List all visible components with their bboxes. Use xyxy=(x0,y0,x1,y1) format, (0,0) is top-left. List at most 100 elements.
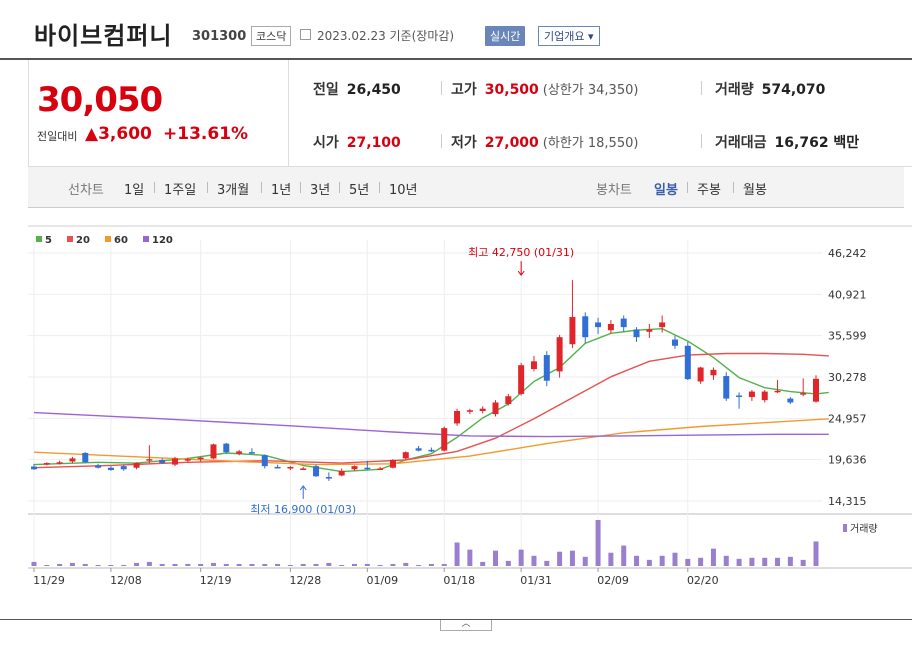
candle-body xyxy=(133,463,140,468)
realtime-button[interactable]: 실시간 xyxy=(485,26,526,46)
candle-weekly[interactable]: 주봉 xyxy=(697,183,721,198)
volume-bar xyxy=(505,560,511,566)
volume-bar xyxy=(351,563,357,566)
collapse-toggle[interactable]: ︿ xyxy=(440,620,492,631)
period-3y[interactable]: 3년 xyxy=(310,183,331,198)
volume-bar xyxy=(723,555,729,566)
high-arrowhead xyxy=(517,270,525,276)
stat-label: 전일 xyxy=(313,82,339,98)
candle-body xyxy=(530,361,537,370)
period-3m[interactable]: 3개월 xyxy=(217,183,250,198)
market-badge: 코스닥 xyxy=(251,26,292,46)
stock-header: 바이브컴퍼니 301300 코스닥 2023.02.23 기준(장마감) 실시간… xyxy=(0,0,912,60)
stat-value: 574,070 xyxy=(761,82,826,98)
divider xyxy=(701,134,702,148)
candle-body xyxy=(569,317,576,345)
volume-bar xyxy=(441,563,447,566)
period-5y[interactable]: 5년 xyxy=(349,183,370,198)
volume-bar xyxy=(339,564,345,566)
candle-body xyxy=(351,466,358,470)
low-arrowhead xyxy=(299,485,307,491)
volume-legend-swatch xyxy=(843,524,847,532)
candle-body xyxy=(287,466,294,469)
candle-body xyxy=(31,466,37,470)
upper-limit: (상한가 34,350) xyxy=(542,83,639,98)
candle-body xyxy=(377,468,384,470)
volume-bar xyxy=(608,552,614,566)
x-tick-label: 02/20 xyxy=(687,574,719,587)
volume-bar xyxy=(326,562,332,566)
candle-body xyxy=(684,345,691,380)
calendar-icon xyxy=(300,29,311,40)
line-chart-label: 선차트 xyxy=(68,183,104,198)
legend-label: 5 xyxy=(45,235,52,246)
candle-monthly[interactable]: 월봉 xyxy=(743,183,767,198)
stat-value: 16,762 백만 xyxy=(774,135,860,151)
divider xyxy=(733,182,734,193)
chart-annotations: 최고 42,750 (01/31) 최저 16,900 (01/03) xyxy=(250,246,574,516)
candle-body xyxy=(607,324,614,331)
candle-body xyxy=(415,448,422,451)
candle-body xyxy=(223,443,230,453)
candle-body xyxy=(300,468,307,470)
period-1d[interactable]: 1일 xyxy=(124,183,145,198)
volume-bars: 거래량 xyxy=(31,520,878,566)
candle-body xyxy=(261,455,268,467)
stat-value: 26,450 xyxy=(346,82,401,98)
divider xyxy=(441,134,442,148)
candles xyxy=(31,280,819,481)
company-info-button[interactable]: 기업개요 ▾ xyxy=(538,26,600,46)
candle-body xyxy=(556,337,563,372)
stat-label: 고가 xyxy=(451,82,477,98)
stat-low: 저가 27,000 (하한가 18,550) xyxy=(451,132,638,152)
candle-body xyxy=(620,318,627,328)
y-tick-label: 35,599 xyxy=(828,330,867,343)
volume-bar xyxy=(569,550,575,566)
divider xyxy=(300,182,301,193)
volume-bar xyxy=(236,563,242,566)
stat-value: 27,100 xyxy=(346,135,401,151)
divider xyxy=(379,182,380,193)
candle-body xyxy=(761,391,768,401)
company-name: 바이브컴퍼니 xyxy=(34,22,173,50)
volume-bar xyxy=(557,551,563,566)
candle-body xyxy=(697,367,704,382)
y-tick-label: 24,957 xyxy=(828,412,867,425)
low-annotation: 최저 16,900 (01/03) xyxy=(250,503,356,516)
volume-bar xyxy=(775,557,781,566)
candle-body xyxy=(146,459,153,461)
volume-bar xyxy=(31,561,37,566)
legend-swatch xyxy=(143,236,149,242)
volume-bar xyxy=(57,563,63,566)
volume-bar xyxy=(121,564,127,566)
ma-line-60 xyxy=(33,418,829,466)
period-10y[interactable]: 10년 xyxy=(389,183,418,198)
volume-bar xyxy=(210,562,216,566)
candle-body xyxy=(274,466,281,469)
divider xyxy=(441,81,442,95)
candle-body xyxy=(671,339,678,346)
candle-body xyxy=(787,398,794,403)
chart-grid xyxy=(28,225,912,569)
volume-bar xyxy=(403,562,409,566)
period-1y[interactable]: 1년 xyxy=(271,183,292,198)
volume-bar xyxy=(710,548,716,566)
candle-body xyxy=(402,452,409,459)
volume-bar xyxy=(582,556,588,566)
candle-body xyxy=(595,322,602,328)
volume-bar xyxy=(672,552,678,566)
chart-toolbar: 선차트 1일 1주일 3개월 1년 3년 5년 10년 봉차트 일봉 주봉 월봉 xyxy=(28,166,904,208)
chart-bottom-border xyxy=(0,619,912,620)
volume-bar xyxy=(146,561,152,566)
candle-body xyxy=(441,428,448,451)
candle-daily[interactable]: 일봉 xyxy=(654,183,678,198)
candle-body xyxy=(197,457,204,460)
stat-label: 거래대금 xyxy=(715,135,767,151)
candle-body xyxy=(95,465,102,468)
period-1w[interactable]: 1주일 xyxy=(164,183,197,198)
volume-bar xyxy=(159,563,165,566)
stat-label: 거래량 xyxy=(715,82,754,98)
volume-bar xyxy=(787,556,793,566)
candle-body xyxy=(69,458,76,462)
candle-body xyxy=(710,369,717,376)
